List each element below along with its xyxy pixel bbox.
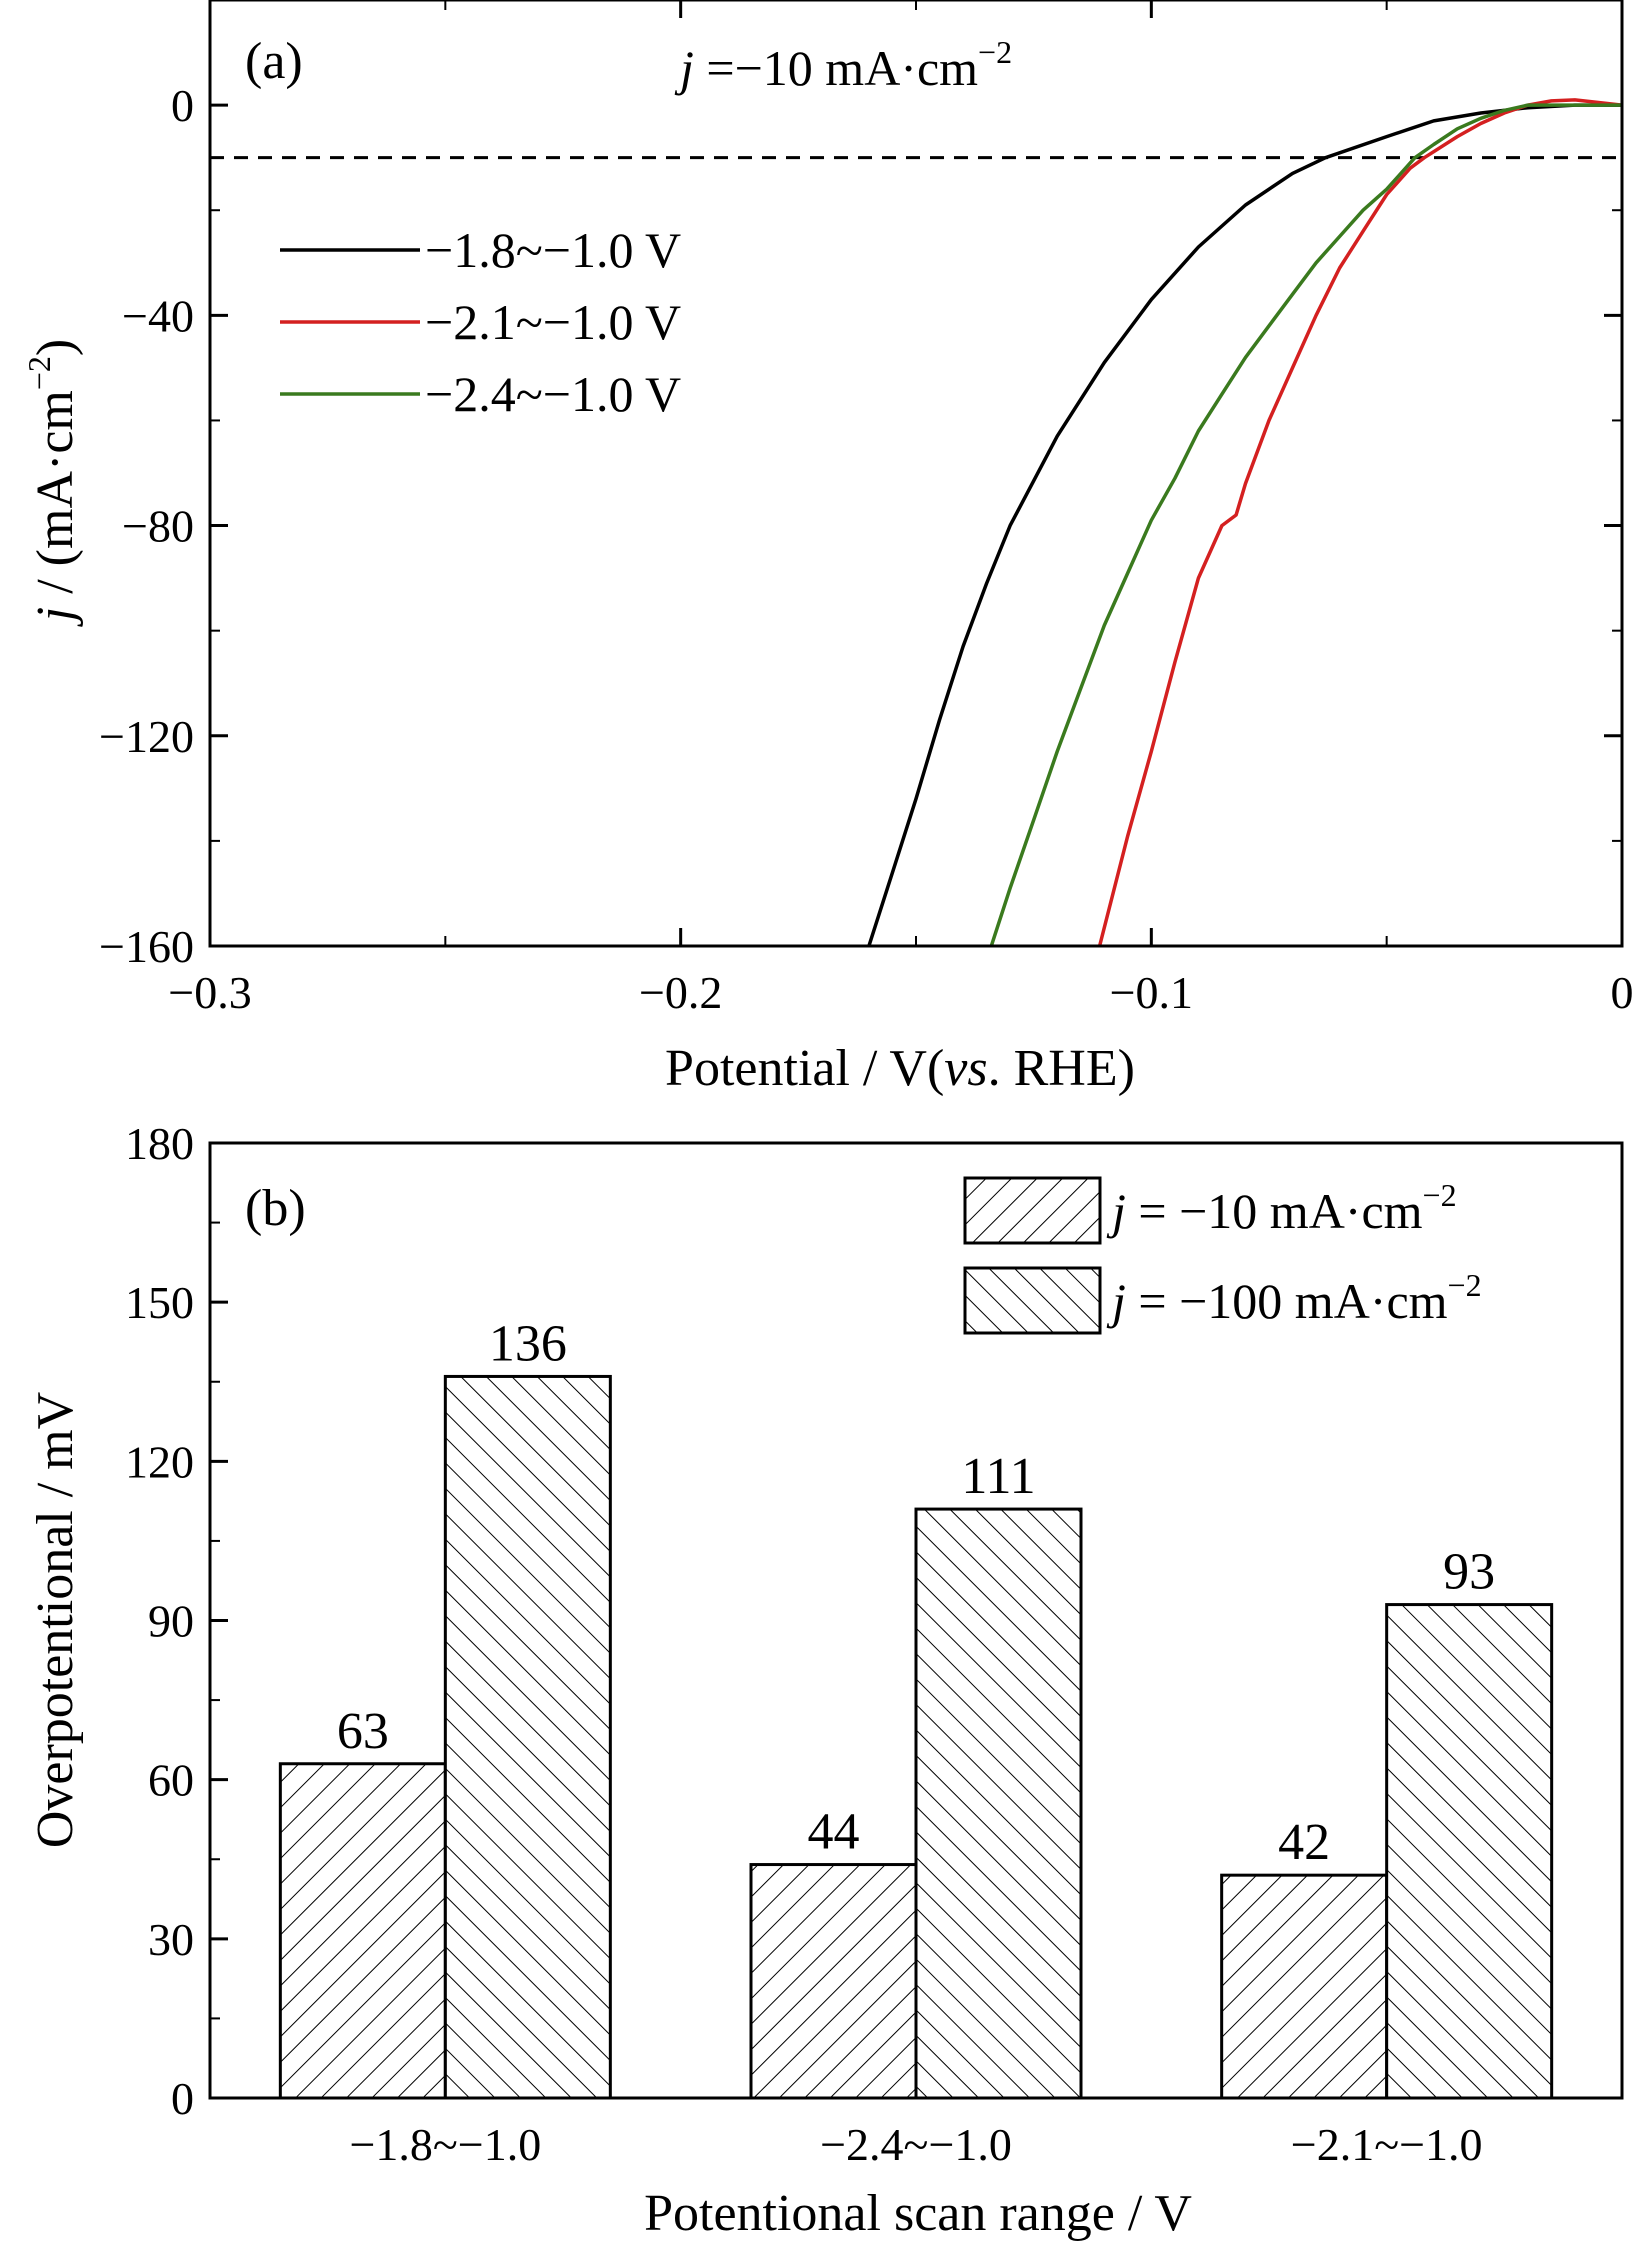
series-line-1 (867, 103, 1622, 946)
x-tick-label: −0.1 (1110, 967, 1193, 1018)
bar-value-label: 93 (1443, 1544, 1495, 1601)
x-tick-label: −0.3 (168, 967, 251, 1018)
bar (278, 1762, 447, 2100)
panel-a-frame (208, 0, 1624, 948)
bar-value-label: 63 (337, 1703, 389, 1760)
x-tick-label: 0 (1611, 967, 1634, 1018)
panel-b-ticks: 0 30 60 90 120 150 180 −1.8~−1.0 −2.4~−1.0 −2.1~−… (125, 1118, 1483, 2170)
bar-value-label: 44 (808, 1804, 860, 1861)
panel-a-legend: −1.8~−1.0 V −2.1~−1.0 V −2.4~−1.0 V (280, 222, 681, 422)
panel-b-bar-labels: 63 136 44 111 42 93 (337, 1315, 1495, 1871)
panel-a-label: (a) (245, 33, 303, 90)
bar-value-label: 136 (489, 1315, 567, 1372)
legend-swatch-1 (963, 1176, 1102, 1245)
x-tick-label: −1.8~−1.0 (349, 2119, 541, 2170)
y-tick-label: 90 (148, 1596, 194, 1647)
y-tick-label: −160 (99, 921, 194, 972)
legend-label-1: j = −10 mA·cm−2 (1106, 1177, 1457, 1239)
bar (749, 1863, 918, 2100)
legend-label-1: −1.8~−1.0 V (425, 222, 681, 278)
panel-a: (a) j =−10 mA·cm−2 −0.3 −0.2 −0.1 00−40−80−… (21, 0, 1634, 1097)
bar (914, 1507, 1083, 2100)
y-tick-label: 60 (148, 1755, 194, 1806)
y-tick-label: 0 (171, 2073, 194, 2124)
panel-a-y-axis-title: j / (mA·cm−2) (21, 339, 84, 627)
legend-label-3: −2.4~−1.0 V (425, 366, 681, 422)
panel-b-y-axis-title: Overpotentional / mV (27, 1392, 84, 1848)
panel-a-x-axis-title: Potential / V(vs. RHE) (665, 1040, 1135, 1097)
panel-b-x-axis-title: Potentional scan range / V (644, 2185, 1192, 2241)
panel-a-ticks: −0.3 −0.2 −0.1 0 0 −40 −80 −120 −160 (99, 0, 1634, 1018)
y-tick-label: −80 (122, 501, 194, 552)
y-tick-label: 150 (125, 1277, 194, 1328)
series-line-2 (1097, 98, 1622, 946)
x-tick-label: −0.2 (639, 967, 722, 1018)
y-tick-label: 120 (125, 1436, 194, 1487)
panel-b-frame (208, 1141, 1624, 2100)
legend-label-2: j = −100 mA·cm−2 (1106, 1267, 1482, 1329)
panel-b: 0 30 60 90 120 150 180 −1.8~−1.0 −2.4~−1.0 −2.1~−… (27, 1118, 1624, 2241)
y-tick-label: 180 (125, 1118, 194, 1169)
bar (1220, 1873, 1389, 2100)
bar-value-label: 111 (961, 1448, 1035, 1505)
y-tick-label: −40 (122, 290, 194, 341)
panel-b-bars (278, 1374, 1554, 2100)
y-tick-label: −120 (99, 711, 194, 762)
bar (1385, 1603, 1554, 2100)
y-tick-label: 0 (171, 80, 194, 131)
bar (443, 1374, 612, 2100)
bar-value-label: 42 (1278, 1814, 1330, 1871)
x-tick-label: −2.1~−1.0 (1291, 2119, 1483, 2170)
y-tick-label: 30 (148, 1914, 194, 1965)
series-line-3 (989, 103, 1622, 946)
legend-swatch-2 (963, 1266, 1102, 1335)
legend-label-2: −2.1~−1.0 V (425, 294, 681, 350)
panel-a-series (867, 98, 1622, 946)
annotation-current-density: j =−10 mA·cm−2 (674, 34, 1012, 96)
x-tick-label: −2.4~−1.0 (820, 2119, 1012, 2170)
panel-b-label: (b) (245, 1180, 306, 1237)
panel-b-legend: j = −10 mA·cm−2 j = −100 mA·cm−2 (963, 1176, 1482, 1335)
